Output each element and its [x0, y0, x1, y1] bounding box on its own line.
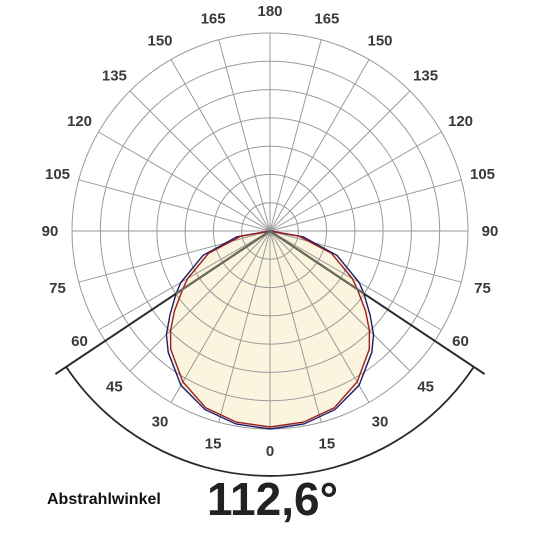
tick-label-left-75: 75 [49, 280, 66, 297]
tick-label-left-180: 180 [257, 3, 282, 20]
grid-spoke-105-right [269, 179, 462, 232]
tick-label-right-15: 15 [319, 436, 336, 453]
beam-angle-arc [65, 366, 475, 477]
grid-spoke-60-left [98, 230, 271, 331]
grid-spoke-165-left [218, 39, 271, 232]
polar-grid [71, 32, 469, 430]
tick-label-right-150: 150 [367, 33, 392, 50]
angle-tick-labels: 0 15 30 45 60 75 90 105 120 135 150 165 180 15 30 45 60 7… [42, 3, 499, 460]
grid-spoke-135-right [269, 90, 411, 232]
tick-label-right-135: 135 [413, 67, 438, 84]
tick-label-left-45: 45 [106, 379, 123, 396]
tick-label-left-0: 0 [266, 443, 274, 460]
tick-label-left-120: 120 [67, 113, 92, 130]
tick-label-left-105: 105 [45, 166, 70, 183]
beam-angle-layer [54, 230, 486, 477]
grid-spoke-75-right [269, 230, 462, 283]
tick-label-right-120: 120 [448, 113, 473, 130]
tick-label-right-75: 75 [474, 280, 491, 297]
grid-spoke-150-right [269, 59, 370, 232]
tick-label-left-60: 60 [71, 333, 88, 350]
beam-inner-line-right [269, 230, 365, 295]
grid-spoke-165-right [269, 39, 322, 232]
tick-label-right-165: 165 [314, 11, 339, 28]
beam-angle-label: Abstrahlwinkel [47, 491, 161, 508]
grid-spoke-30-right [269, 230, 370, 403]
grid-spoke-30-left [170, 230, 271, 403]
grid-spoke-120-right [269, 131, 442, 232]
tick-label-left-150: 150 [147, 33, 172, 50]
grid-spoke-15-right [269, 230, 322, 423]
grid-spoke-45-left [129, 230, 271, 372]
grid-spoke-45-right [269, 230, 411, 372]
grid-spoke-75-left [78, 230, 271, 283]
tick-label-right-60: 60 [452, 333, 469, 350]
grid-spoke-105-left [78, 179, 271, 232]
tick-label-right-30: 30 [372, 414, 389, 431]
grid-spoke-135-left [129, 90, 271, 232]
tick-label-left-90: 90 [42, 223, 59, 240]
tick-label-right-105: 105 [470, 166, 495, 183]
beam-inner-line-left [175, 230, 271, 295]
grid-spoke-15-left [218, 230, 271, 423]
tick-label-left-15: 15 [205, 436, 222, 453]
grid-spoke-60-right [269, 230, 442, 331]
tick-label-right-45: 45 [417, 379, 434, 396]
grid-spoke-150-left [170, 59, 271, 232]
beam-angle-value: 112,6° [207, 473, 338, 525]
tick-label-right-90: 90 [482, 223, 499, 240]
tick-label-left-165: 165 [201, 11, 226, 28]
tick-label-left-135: 135 [102, 67, 127, 84]
grid-spoke-120-left [98, 131, 271, 232]
tick-label-left-30: 30 [152, 414, 169, 431]
